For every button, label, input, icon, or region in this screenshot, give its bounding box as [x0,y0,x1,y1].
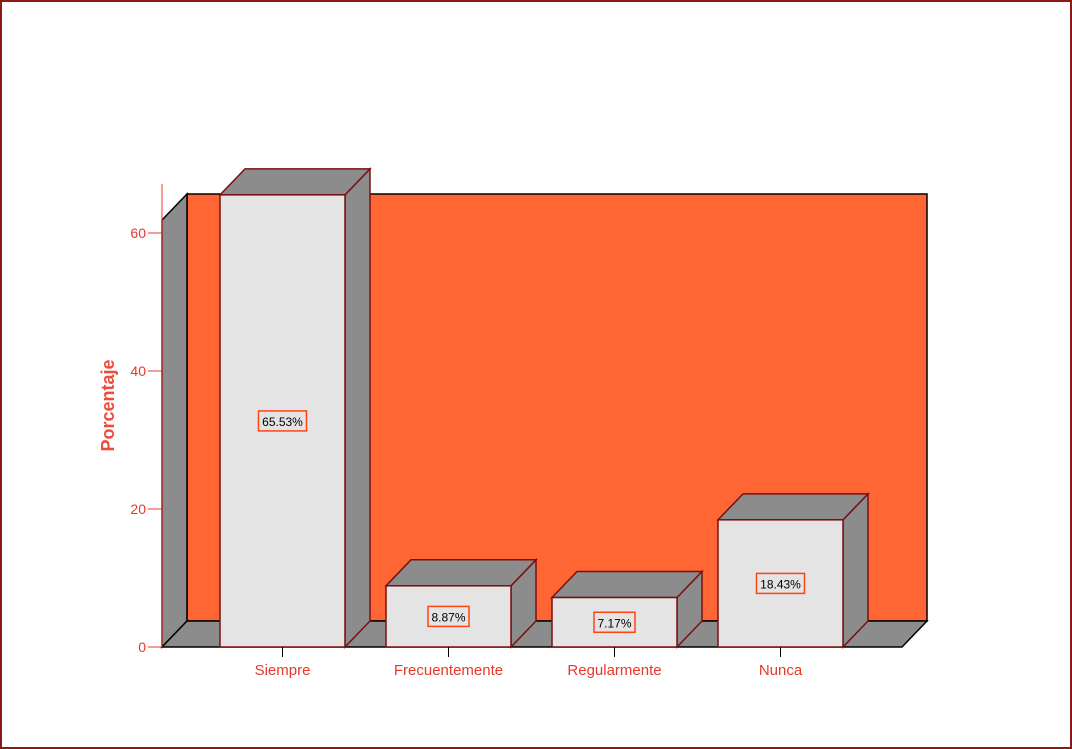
bar-side [344,166,371,649]
x-tick-label: Siempre [255,662,311,679]
chart-bars: 65.53% 8.87% 7.17% 18.43% [218,166,870,649]
y-tick-label: 0 [138,639,146,655]
data-label: 18.43% [760,577,801,591]
data-label-box [755,572,806,595]
data-label-box [427,605,470,628]
data-label-box [257,410,308,432]
bar: 18.43% [716,491,870,649]
bar-top [384,559,538,587]
bar: 7.17% [550,569,704,649]
x-tick-label: Nunca [759,662,803,679]
data-label: 8.87% [431,610,465,624]
bar-top [218,168,372,196]
data-label: 65.53% [262,415,303,429]
data-label: 7.17% [597,616,631,630]
bar: 8.87% [384,557,538,649]
y-axis: 0 20 40 60 [130,184,163,655]
y-tick-label: 40 [130,363,146,379]
y-tick-label: 20 [130,501,146,517]
x-tick-label: Regularmente [567,662,661,679]
y-axis-title: Porcentaje [98,359,118,451]
y-tick-label: 60 [130,225,146,241]
x-tick-label: Frecuentemente [394,662,503,679]
bar: 65.53% [218,166,372,649]
bar-top [550,570,704,599]
bar-top [716,493,870,521]
data-label-box [593,611,636,634]
side-wall [161,192,188,649]
chart-labels: Porcentaje Siempre Frecuentemente Regularme… [98,359,803,679]
